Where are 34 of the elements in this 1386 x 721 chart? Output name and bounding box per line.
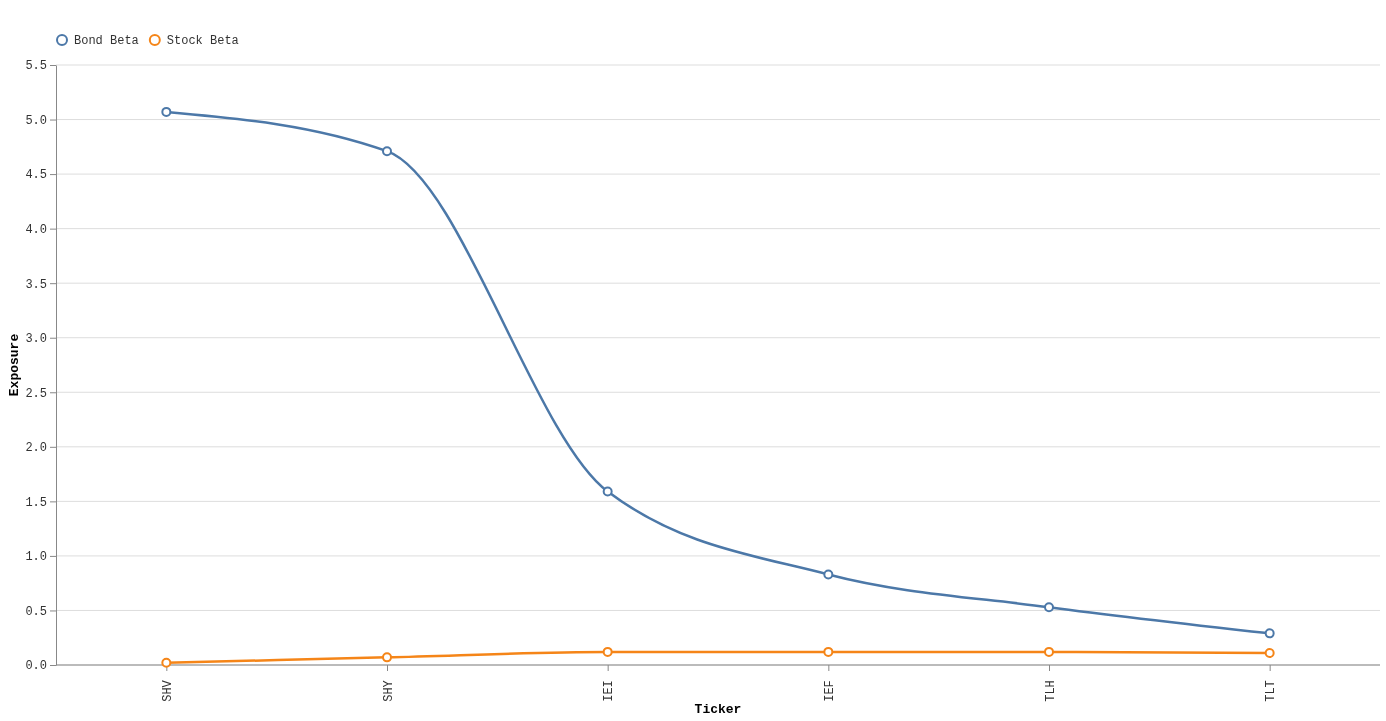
y-tick-label: 0.0 (25, 659, 47, 674)
x-tick-label: SHY (381, 680, 396, 702)
point (161, 657, 172, 668)
y-tick-label: 3.5 (25, 277, 47, 292)
x-tick-label: SHV (161, 679, 176, 702)
legend-label: Bond Beta (74, 34, 139, 49)
point (823, 569, 834, 580)
y-tick-label: 2.5 (25, 386, 47, 401)
legend-label: Stock Beta (166, 34, 239, 49)
y-tick-label: 4.5 (25, 168, 47, 183)
x-tick-label: IEF (823, 680, 838, 702)
point (382, 652, 392, 663)
y-tick-label: 4.0 (25, 222, 47, 237)
x-axis-title: Ticker (694, 702, 742, 717)
y-axis-title: Exposure (7, 333, 22, 397)
point (1044, 646, 1054, 657)
y-tick-label: 5.5 (25, 59, 47, 74)
point (1264, 628, 1275, 639)
point (1264, 648, 1275, 658)
x-tick-label: TLT (1264, 680, 1279, 702)
point (602, 486, 613, 497)
point (602, 646, 613, 657)
y-tick-label: 0.5 (25, 604, 47, 619)
x-tick-label: TLH (1043, 680, 1058, 702)
point (161, 106, 172, 117)
point (823, 646, 834, 657)
y-tick-label: 1.5 (25, 495, 47, 510)
point (1044, 602, 1054, 613)
y-tick-label: 1.0 (25, 550, 47, 565)
y-tick-label: 3.0 (25, 332, 47, 347)
x-tick-label: IEI (602, 680, 617, 702)
y-tick-label: 2.0 (25, 441, 47, 456)
y-tick-label: 5.0 (25, 113, 47, 128)
point (382, 146, 392, 157)
